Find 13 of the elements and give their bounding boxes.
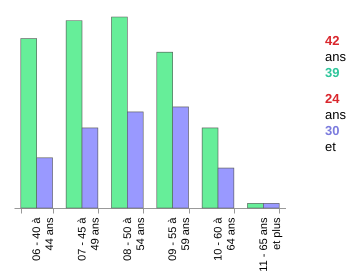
x-tick-label: 07 - 45 à 49 ans [76, 216, 102, 261]
text: 24 [325, 91, 340, 107]
text: ans [325, 107, 346, 123]
x-tick-label: 11 - 65 ans et plus [258, 217, 283, 272]
text: et [325, 139, 337, 155]
text: ans [325, 49, 346, 65]
text: 30 [325, 123, 340, 139]
x-tick-label: 06 - 40 à 44 ans [31, 216, 56, 261]
x-tick-label: 08 - 50 à 54 ans [122, 216, 147, 261]
x-tick-label: 09 - 55 à 59 ans [167, 216, 192, 261]
text: 39 [325, 65, 340, 81]
x-tick-label: 10 - 60 à 64 ans [212, 216, 238, 261]
text: 42 [325, 33, 340, 49]
